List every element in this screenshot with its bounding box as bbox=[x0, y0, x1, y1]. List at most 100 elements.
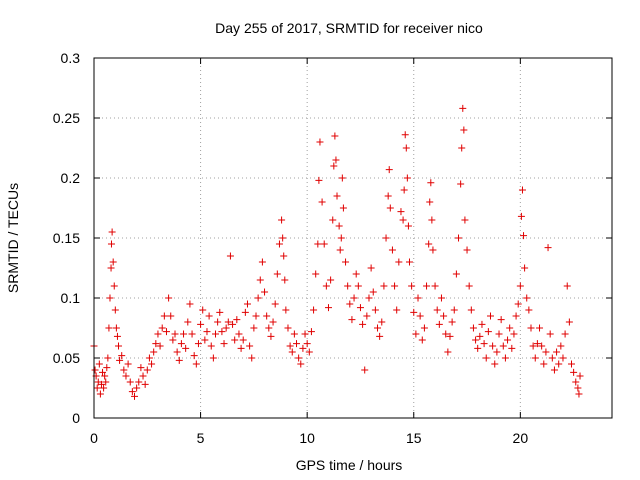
data-point bbox=[354, 282, 362, 290]
data-point bbox=[333, 192, 341, 200]
data-point bbox=[359, 320, 367, 328]
data-point bbox=[493, 348, 501, 356]
data-point bbox=[548, 354, 556, 362]
chart-title: Day 255 of 2017, SRMTID for receiver nic… bbox=[215, 20, 483, 36]
data-point bbox=[374, 324, 382, 332]
data-point bbox=[405, 258, 413, 266]
data-point bbox=[128, 388, 136, 396]
data-point bbox=[369, 288, 377, 296]
data-point bbox=[399, 216, 407, 224]
data-point bbox=[226, 252, 234, 260]
data-point bbox=[404, 222, 412, 230]
data-point bbox=[320, 240, 328, 248]
data-point bbox=[448, 318, 456, 326]
data-point bbox=[437, 294, 445, 302]
data-point bbox=[100, 384, 108, 392]
data-point bbox=[463, 246, 471, 254]
data-point bbox=[135, 378, 143, 386]
data-point bbox=[256, 276, 264, 284]
y-tick-label: 0.25 bbox=[53, 110, 80, 126]
data-point bbox=[371, 306, 379, 314]
data-point bbox=[250, 324, 258, 332]
data-point bbox=[386, 204, 394, 212]
data-point bbox=[489, 342, 497, 350]
data-point bbox=[495, 330, 503, 338]
data-point bbox=[527, 324, 535, 332]
y-tick-label: 0.1 bbox=[61, 290, 81, 306]
data-point bbox=[165, 294, 173, 302]
data-point bbox=[233, 316, 241, 324]
data-point bbox=[480, 340, 488, 348]
data-point bbox=[391, 282, 399, 290]
data-point bbox=[461, 216, 469, 224]
data-point bbox=[108, 228, 116, 236]
y-tick-label: 0 bbox=[72, 410, 80, 426]
data-point bbox=[280, 252, 288, 260]
data-point bbox=[310, 306, 318, 314]
data-point bbox=[95, 360, 103, 368]
data-point bbox=[467, 306, 475, 314]
data-point bbox=[162, 328, 170, 336]
data-point bbox=[192, 360, 200, 368]
x-tick-label: 0 bbox=[90, 430, 98, 446]
data-point bbox=[133, 384, 141, 392]
data-point bbox=[286, 342, 294, 350]
data-point bbox=[122, 372, 130, 380]
data-point bbox=[231, 336, 239, 344]
data-point bbox=[103, 364, 111, 372]
data-point bbox=[410, 308, 418, 316]
data-point bbox=[203, 328, 211, 336]
data-point bbox=[510, 330, 518, 338]
data-point bbox=[452, 270, 460, 278]
data-point bbox=[563, 282, 571, 290]
data-point bbox=[531, 354, 539, 362]
data-point bbox=[546, 330, 554, 338]
data-point bbox=[316, 138, 324, 146]
data-point bbox=[476, 332, 484, 340]
data-point bbox=[109, 258, 117, 266]
series-points bbox=[90, 104, 584, 400]
data-point bbox=[346, 300, 354, 308]
data-point bbox=[307, 328, 315, 336]
data-point bbox=[229, 320, 237, 328]
data-point bbox=[576, 372, 584, 380]
data-point bbox=[465, 282, 473, 290]
y-tick-label: 0.15 bbox=[53, 230, 80, 246]
data-point bbox=[290, 330, 298, 338]
data-point bbox=[393, 306, 401, 314]
data-point bbox=[169, 336, 177, 344]
data-point bbox=[486, 312, 494, 320]
data-point bbox=[550, 366, 558, 374]
y-tick-label: 0.05 bbox=[53, 350, 80, 366]
data-point bbox=[444, 348, 452, 356]
data-point bbox=[275, 240, 283, 248]
data-point bbox=[281, 276, 289, 284]
data-point bbox=[520, 232, 528, 240]
data-point bbox=[518, 186, 526, 194]
data-point bbox=[575, 390, 583, 398]
data-point bbox=[385, 166, 393, 174]
data-point bbox=[315, 176, 323, 184]
data-point bbox=[282, 306, 290, 314]
data-point bbox=[293, 340, 301, 348]
data-point bbox=[482, 354, 490, 362]
data-point bbox=[426, 198, 434, 206]
data-point bbox=[271, 300, 279, 308]
x-tick-label: 5 bbox=[197, 430, 205, 446]
data-point bbox=[544, 244, 552, 252]
data-point bbox=[425, 240, 433, 248]
x-tick-labels: 0 5 10 15 20 bbox=[90, 430, 528, 446]
data-point bbox=[212, 330, 220, 338]
data-point bbox=[267, 332, 275, 340]
data-point bbox=[408, 282, 416, 290]
data-point bbox=[241, 308, 249, 316]
data-point bbox=[506, 324, 514, 332]
data-point bbox=[363, 312, 371, 320]
data-point bbox=[188, 330, 196, 338]
data-point bbox=[348, 316, 356, 324]
data-point bbox=[318, 198, 326, 206]
data-point bbox=[96, 390, 104, 398]
data-point bbox=[570, 368, 578, 376]
data-point bbox=[106, 294, 114, 302]
x-tick-label: 15 bbox=[406, 430, 422, 446]
